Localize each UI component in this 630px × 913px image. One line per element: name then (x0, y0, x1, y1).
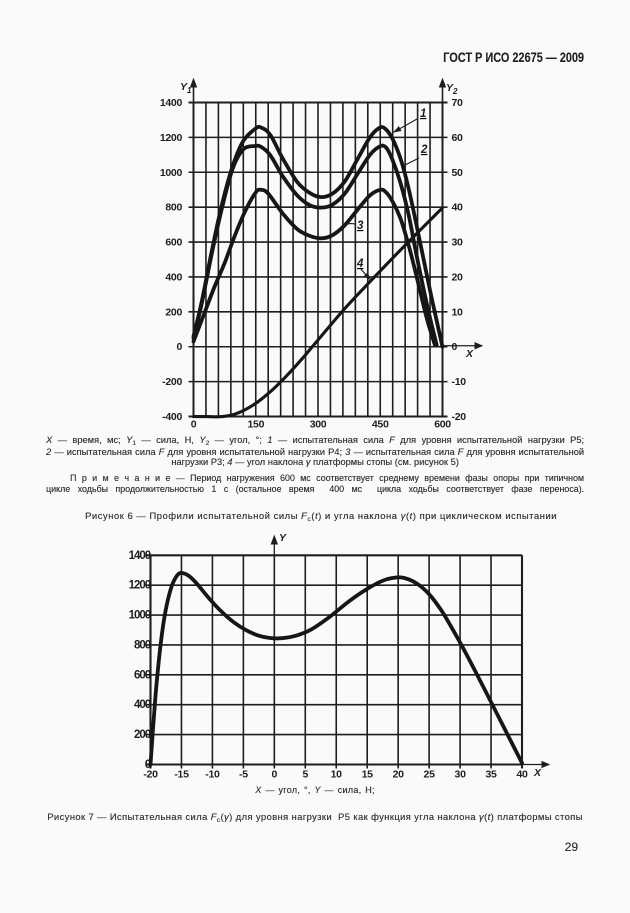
svg-text:1200: 1200 (160, 132, 183, 144)
svg-text:X: X (465, 348, 474, 360)
svg-text:0: 0 (191, 419, 197, 431)
svg-text:30: 30 (452, 237, 464, 249)
svg-text:2: 2 (420, 144, 428, 156)
svg-text:10: 10 (452, 306, 464, 318)
svg-text:40: 40 (452, 202, 464, 214)
svg-text:40: 40 (516, 769, 528, 781)
svg-text:450: 450 (372, 419, 389, 431)
svg-text:20: 20 (393, 769, 405, 781)
svg-text:60: 60 (452, 132, 464, 144)
svg-text:3: 3 (357, 220, 364, 232)
svg-text:1000: 1000 (160, 167, 183, 179)
svg-text:0: 0 (272, 769, 278, 781)
svg-text:-400: -400 (162, 411, 182, 423)
svg-text:20: 20 (452, 271, 464, 283)
svg-text:-20: -20 (452, 411, 467, 423)
svg-text:15: 15 (362, 769, 374, 781)
svg-text:0: 0 (145, 759, 151, 771)
svg-text:600: 600 (134, 669, 151, 681)
svg-text:Y: Y (279, 532, 287, 544)
svg-text:1400: 1400 (129, 550, 151, 562)
svg-text:-20: -20 (143, 769, 158, 781)
svg-text:200: 200 (134, 729, 151, 741)
svg-text:400: 400 (134, 699, 151, 711)
svg-text:50: 50 (452, 167, 464, 179)
svg-text:1: 1 (420, 108, 426, 120)
svg-text:10: 10 (331, 769, 343, 781)
svg-text:Y1: Y1 (180, 81, 192, 95)
svg-text:30: 30 (455, 769, 467, 781)
svg-text:-10: -10 (205, 769, 220, 781)
svg-text:800: 800 (165, 202, 182, 214)
svg-text:200: 200 (165, 306, 182, 318)
svg-text:600: 600 (165, 237, 182, 249)
svg-text:1000: 1000 (129, 610, 151, 622)
svg-text:-200: -200 (162, 376, 182, 388)
svg-text:X: X (533, 767, 542, 779)
svg-text:-10: -10 (452, 376, 467, 388)
svg-text:70: 70 (452, 97, 464, 109)
svg-text:300: 300 (310, 419, 327, 431)
svg-text:25: 25 (424, 769, 436, 781)
svg-text:600: 600 (434, 419, 451, 431)
svg-text:1400: 1400 (160, 97, 183, 109)
svg-text:1200: 1200 (129, 580, 151, 592)
svg-text:150: 150 (247, 419, 264, 431)
svg-text:-15: -15 (174, 769, 189, 781)
svg-text:800: 800 (134, 640, 151, 652)
svg-text:-5: -5 (239, 769, 248, 781)
svg-text:0: 0 (452, 341, 458, 353)
svg-text:Y2: Y2 (446, 82, 458, 96)
svg-text:35: 35 (485, 769, 497, 781)
svg-text:400: 400 (165, 271, 182, 283)
svg-text:5: 5 (303, 769, 309, 781)
svg-text:4: 4 (356, 258, 364, 270)
svg-text:0: 0 (176, 341, 182, 353)
